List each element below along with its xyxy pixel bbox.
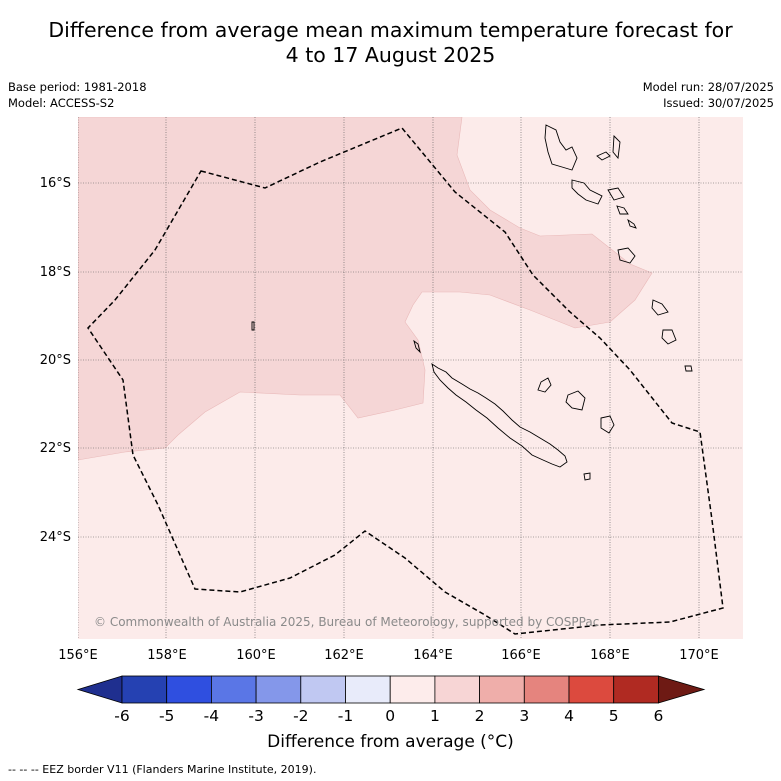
issued-date: Issued: 30/07/2025 — [663, 95, 774, 110]
loyalty-east-island-3 — [684, 365, 693, 372]
colorbar-tick-label: -3 — [248, 707, 263, 725]
vanuatu-erromango — [617, 247, 636, 264]
colorbar-tick-label: 1 — [430, 707, 440, 725]
colorbar-tick-label: -6 — [114, 707, 129, 725]
colorbar-swatch — [613, 675, 659, 704]
colorbar-swatch — [523, 675, 570, 704]
colorbar-extension-low — [76, 675, 123, 704]
colorbar-swatch — [300, 675, 346, 704]
lon-label: 160°E — [236, 648, 276, 663]
colorbar-tick-label: -4 — [204, 707, 219, 725]
model-run: Model run: 28/07/2025 — [642, 80, 774, 94]
vanuatu-small-island-1 — [596, 151, 611, 161]
lat-label: 22°S — [40, 441, 71, 456]
lat-label: 18°S — [40, 265, 71, 280]
colorbar-swatch — [389, 675, 436, 704]
colorbar — [76, 675, 706, 704]
title-line-2: 4 to 17 August 2025 — [285, 43, 496, 67]
chesterfield-islands — [413, 339, 421, 354]
lat-label: 24°S — [40, 530, 71, 545]
lon-label: 168°E — [590, 648, 630, 663]
lon-label: 166°E — [501, 648, 541, 663]
loyalty-east-island-1 — [651, 299, 669, 316]
model-name: Model: ACCESS-S2 — [8, 95, 115, 110]
colorbar-swatch — [345, 675, 391, 704]
lon-label: 156°E — [58, 648, 98, 663]
colorbar-swatch — [166, 675, 212, 704]
lon-label: 158°E — [147, 648, 187, 663]
colorbar-tick-label: -5 — [159, 707, 174, 725]
vanuatu-efate — [607, 187, 625, 201]
latitude-labels: 16°S 18°S 20°S 22°S 24°S — [40, 176, 71, 545]
lat-label: 20°S — [40, 353, 71, 368]
title-line-1: Difference from average mean maximum tem… — [48, 18, 733, 42]
colorbar-tick-label: 5 — [609, 707, 619, 725]
lon-label: 162°E — [324, 648, 364, 663]
metadata-left: Base period: 1981-2018 Model: ACCESS-S2 — [8, 80, 147, 111]
lon-label: 170°E — [679, 648, 719, 663]
solomon-sea-islet — [251, 321, 255, 331]
metadata-right: Model run: 28/07/2025 Issued: 30/07/2025 — [643, 80, 774, 111]
lat-label: 16°S — [40, 176, 71, 191]
colorbar-swatch — [568, 675, 615, 704]
new-caledonia-coastline — [431, 362, 568, 468]
colorbar-tick-label: -1 — [338, 707, 353, 725]
colorbar-tick-label: 2 — [475, 707, 485, 725]
isle-of-pines — [583, 472, 591, 481]
colorbar-tick-label: 0 — [385, 707, 395, 725]
coastlines — [251, 124, 693, 481]
colorbar-swatch — [479, 675, 525, 704]
vanuatu-small-island-3 — [627, 218, 637, 229]
loyalty-island-3 — [600, 415, 615, 434]
colorbar-tick-label: 4 — [564, 707, 574, 725]
vanuatu-north-island — [612, 134, 621, 160]
vanuatu-small-island-2 — [616, 205, 629, 215]
graticule — [78, 117, 743, 639]
vanuatu-malekula — [571, 179, 603, 205]
colorbar-swatch — [255, 675, 302, 704]
colorbar-swatch — [210, 675, 257, 704]
copyright-notice: © Commonwealth of Australia 2025, Bureau… — [94, 615, 599, 629]
colorbar-title: Difference from average (°C) — [267, 732, 514, 752]
map-title: Difference from average mean maximum tem… — [0, 18, 781, 68]
vanuatu-espiritu-santo — [544, 124, 578, 171]
base-period: Base period: 1981-2018 — [8, 80, 147, 94]
loyalty-east-island-2 — [661, 329, 677, 345]
eez-legend-footer: -- -- -- EEZ border V11 (Flanders Marine… — [8, 763, 317, 776]
colorbar-swatch — [121, 675, 168, 704]
colorbar-tick-label: 6 — [653, 707, 663, 725]
loyalty-island-2 — [565, 390, 586, 411]
longitude-labels: 156°E 158°E 160°E 162°E 164°E 166°E 168°… — [58, 648, 719, 663]
anomaly-region-1-to-2 — [78, 117, 653, 461]
lon-label: 164°E — [413, 648, 453, 663]
colorbar-swatch — [434, 675, 480, 704]
loyalty-island-1 — [537, 377, 552, 393]
colorbar-tick-label: -2 — [293, 707, 308, 725]
eez-border — [87, 127, 724, 635]
colorbar-extension-high — [658, 675, 706, 704]
colorbar-ticks: -6 -5 -4 -3 -2 -1 0 1 2 3 4 5 6 — [114, 707, 663, 725]
colorbar-tick-label: 3 — [519, 707, 529, 725]
